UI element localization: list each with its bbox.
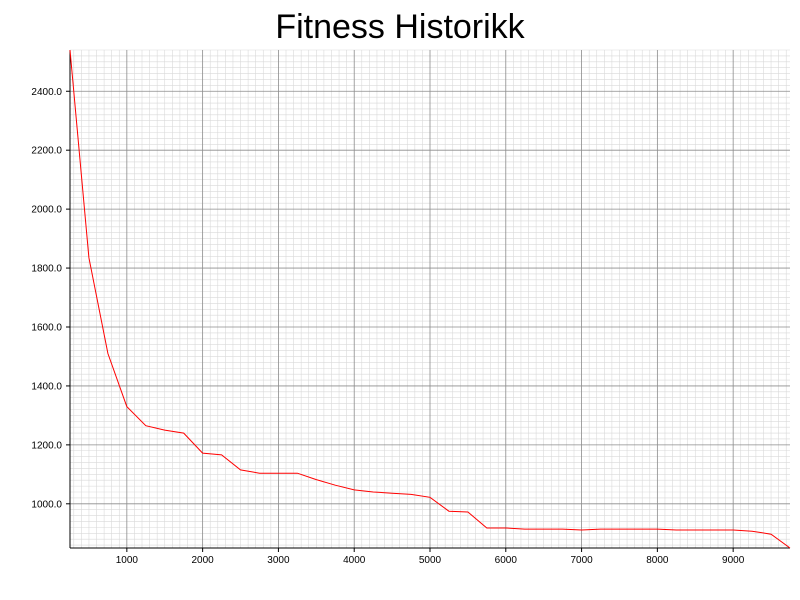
x-tick-label: 5000	[419, 555, 442, 566]
major-grid	[70, 50, 790, 548]
x-tick-label: 3000	[267, 555, 290, 566]
y-tick-label: 1600.0	[31, 322, 62, 333]
y-tick-label: 2200.0	[31, 146, 62, 157]
series-layer	[69, 49, 791, 549]
x-tick-label: 7000	[570, 555, 593, 566]
x-tick-label: 2000	[192, 555, 215, 566]
y-tick-label: 1800.0	[31, 264, 62, 275]
chart-title: Fitness Historikk	[275, 8, 525, 46]
x-tick-label: 9000	[722, 555, 745, 566]
y-tick-label: 1200.0	[31, 440, 62, 451]
y-tick-label: 1400.0	[31, 381, 62, 392]
x-tick-label: 8000	[646, 555, 669, 566]
tick-labels: 1000 2000 3000 4000 5000 6000 7000 8000 9000 1000…	[31, 87, 744, 566]
axes	[66, 50, 790, 552]
x-tick-label: 1000	[116, 555, 139, 566]
y-tick-label: 1000.0	[31, 499, 62, 510]
x-tick-label: 6000	[495, 555, 518, 566]
y-tick-label: 2400.0	[31, 87, 62, 98]
series-line	[69, 49, 791, 549]
x-tick-label: 4000	[343, 555, 366, 566]
y-tick-label: 2000.0	[31, 205, 62, 216]
